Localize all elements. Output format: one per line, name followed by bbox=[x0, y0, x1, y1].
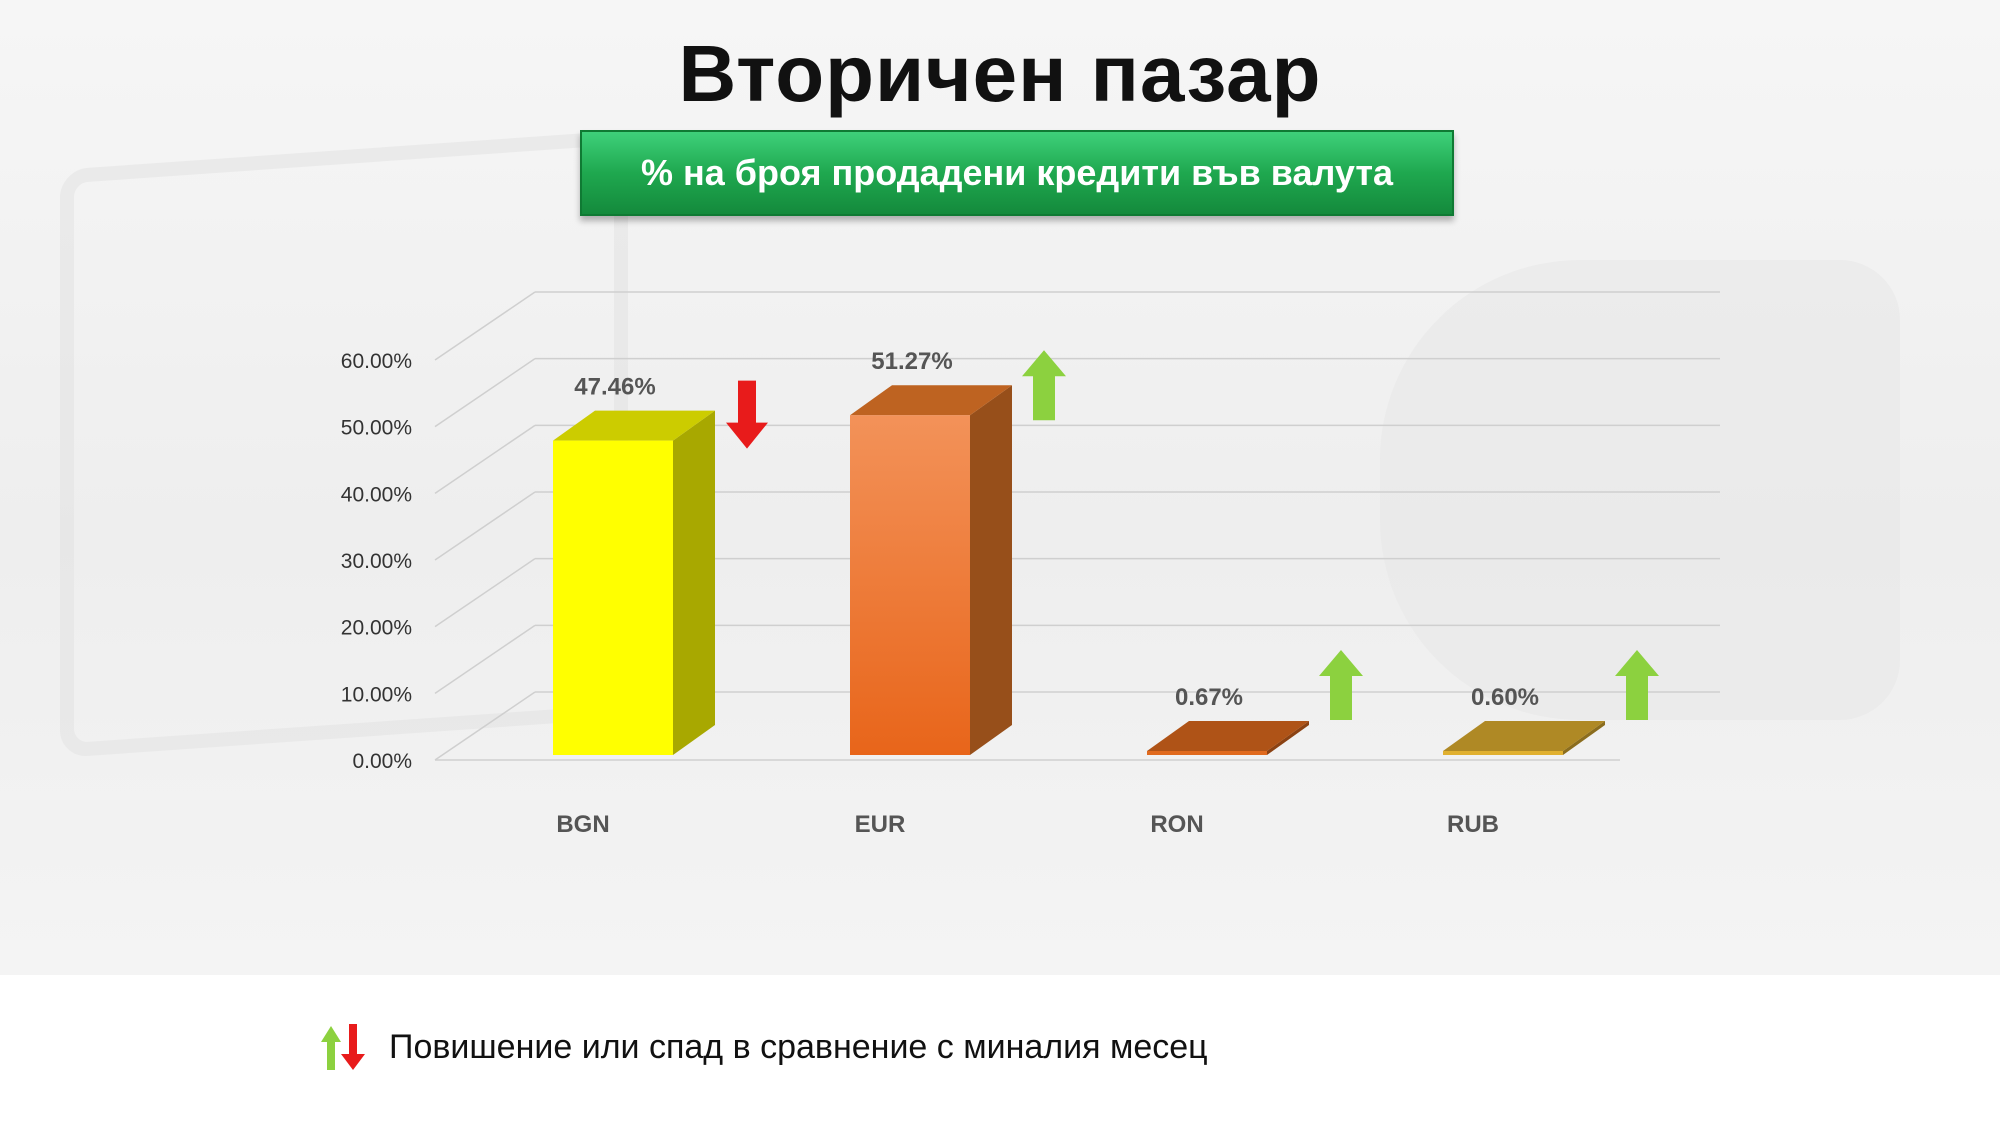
bar-top-ron bbox=[1147, 721, 1309, 751]
gridline-depth bbox=[434, 624, 536, 694]
bar-top-bgn bbox=[553, 410, 715, 441]
y-tick-label: 0.00% bbox=[352, 750, 412, 773]
data-label-eur: 51.27% bbox=[871, 348, 952, 375]
y-tick-label: 30.00% bbox=[341, 550, 412, 573]
bar-side-bgn bbox=[673, 410, 715, 755]
y-tick-label: 10.00% bbox=[341, 683, 412, 706]
background-hand bbox=[1380, 260, 1900, 720]
data-label-ron: 0.67% bbox=[1175, 684, 1243, 711]
trend-up-arrow-icon bbox=[1319, 650, 1363, 720]
trend-down-arrow-icon bbox=[726, 380, 768, 449]
bar-rub bbox=[1443, 751, 1563, 755]
page-title: Вторичен пазар bbox=[678, 29, 1322, 118]
trend-up-arrow-icon bbox=[1022, 350, 1066, 421]
legend-up-arrow-icon bbox=[321, 1026, 341, 1070]
bar-side-rub bbox=[1563, 721, 1605, 755]
bar-ron bbox=[1147, 751, 1267, 755]
bar-eur bbox=[850, 415, 970, 755]
legend-arrows-icon bbox=[321, 1024, 365, 1070]
x-tick-label-ron: RON bbox=[1150, 811, 1203, 838]
x-tick-label-rub: RUB bbox=[1447, 811, 1499, 838]
gridline-depth bbox=[434, 691, 536, 761]
y-tick-label: 20.00% bbox=[341, 617, 412, 640]
bar-side-ron bbox=[1267, 721, 1309, 755]
subtitle-banner: % на броя продадени кредити във валута bbox=[580, 130, 1454, 216]
gridline-depth bbox=[434, 424, 536, 494]
data-label-rub: 0.60% bbox=[1471, 684, 1539, 711]
legend-down-arrow-icon bbox=[341, 1024, 365, 1070]
y-tick-label: 50.00% bbox=[341, 417, 412, 440]
legend-text: Повишение или спад в сравнение с миналия… bbox=[389, 1027, 1208, 1066]
gridline-depth bbox=[434, 491, 536, 561]
x-tick-label-eur: EUR bbox=[855, 811, 906, 838]
gridline-depth bbox=[434, 358, 536, 428]
bar-top-rub bbox=[1443, 721, 1605, 751]
bar-side-eur bbox=[970, 385, 1012, 755]
y-tick-label: 40.00% bbox=[341, 483, 412, 506]
legend: Повишение или спад в сравнение с миналия… bbox=[315, 1022, 1208, 1072]
data-label-bgn: 47.46% bbox=[574, 374, 655, 401]
bar-chart: 0.00% 10.00% 20.00% 30.00% 40.00% 50.00% 60.00… bbox=[341, 291, 1720, 838]
bar-top-eur bbox=[850, 385, 1012, 416]
gridline-depth bbox=[434, 291, 536, 361]
trend-up-arrow-icon bbox=[1615, 650, 1659, 720]
y-tick-label: 60.00% bbox=[341, 350, 412, 373]
bar-bgn bbox=[553, 440, 673, 755]
gridline-depth bbox=[434, 558, 536, 628]
x-tick-label-bgn: BGN bbox=[556, 811, 609, 838]
